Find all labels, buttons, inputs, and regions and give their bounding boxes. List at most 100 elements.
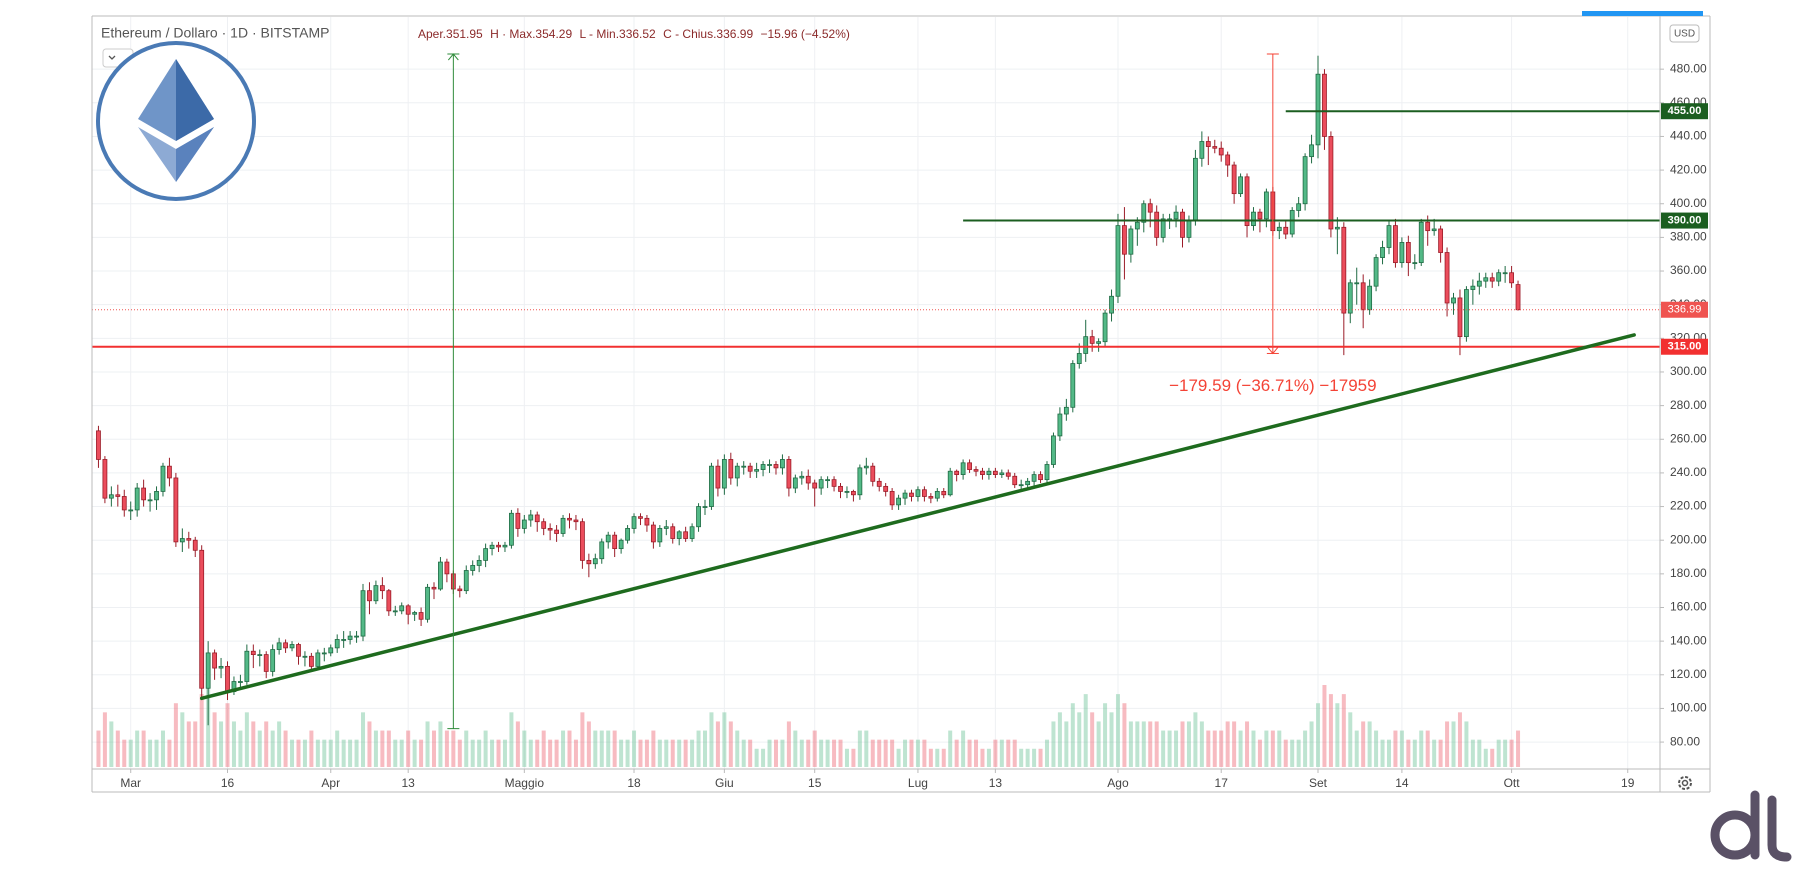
candle-body bbox=[554, 529, 559, 534]
candle-body bbox=[805, 475, 811, 484]
candle-body bbox=[1334, 226, 1340, 230]
x-tick-label: Set bbox=[1309, 776, 1328, 790]
volume-bar bbox=[1419, 730, 1424, 767]
volume-bar bbox=[857, 730, 862, 767]
close-value: 336.99 bbox=[716, 27, 753, 41]
volume-bar bbox=[1180, 721, 1185, 767]
open-label: Aper. bbox=[418, 27, 446, 41]
volume-bar bbox=[883, 739, 888, 767]
candle-body bbox=[1154, 211, 1160, 238]
volume-bar bbox=[1503, 739, 1508, 767]
candle-body bbox=[760, 464, 766, 470]
candle-body bbox=[780, 459, 785, 469]
candle-body bbox=[1089, 336, 1095, 344]
candle-body bbox=[483, 548, 489, 561]
candle-body bbox=[502, 544, 508, 548]
logo-top-right bbox=[176, 59, 214, 141]
volume-bar bbox=[825, 739, 830, 767]
candle-body bbox=[1115, 225, 1121, 297]
candle-body bbox=[625, 528, 630, 541]
candle-body bbox=[818, 479, 824, 489]
candle-body bbox=[1444, 252, 1450, 304]
x-tick-label: 18 bbox=[627, 776, 641, 790]
candle-body bbox=[521, 519, 527, 529]
candle-body bbox=[212, 652, 218, 669]
candle-body bbox=[1193, 157, 1198, 221]
candle-body bbox=[1263, 191, 1269, 220]
volume-bar bbox=[1509, 739, 1514, 767]
candle-body bbox=[509, 512, 514, 546]
candle-body bbox=[702, 506, 708, 508]
volume-bar bbox=[1374, 730, 1379, 767]
volume-bar bbox=[1083, 694, 1088, 767]
candle-body bbox=[154, 491, 159, 501]
volume-bar bbox=[754, 748, 759, 767]
candle-body bbox=[831, 479, 837, 487]
volume-bar bbox=[399, 739, 404, 767]
candle-body bbox=[605, 534, 611, 543]
candle-body bbox=[263, 654, 269, 672]
candle-body bbox=[1309, 144, 1314, 158]
candle-body bbox=[463, 570, 469, 592]
volume-bar bbox=[348, 739, 353, 767]
volume-bar bbox=[890, 739, 895, 767]
volume-bar bbox=[1070, 703, 1075, 767]
volume-bar bbox=[986, 748, 991, 767]
candle-body bbox=[1005, 472, 1011, 477]
volume-bar bbox=[1380, 739, 1385, 767]
volume-bar bbox=[186, 721, 191, 767]
volume-bar bbox=[212, 712, 217, 767]
candle-body bbox=[1218, 147, 1224, 156]
volume-bar bbox=[1006, 739, 1011, 767]
candle-body bbox=[1418, 221, 1424, 264]
volume-bar bbox=[477, 739, 482, 767]
candle-body bbox=[1160, 218, 1166, 238]
volume-bar bbox=[509, 712, 514, 767]
candle-body bbox=[1102, 312, 1108, 343]
volume-bar bbox=[96, 730, 101, 767]
candle-body bbox=[928, 496, 934, 499]
volume-bar bbox=[1393, 730, 1398, 767]
volume-bar bbox=[1044, 739, 1049, 767]
volume-bar bbox=[1206, 730, 1211, 767]
volume-bar bbox=[812, 730, 817, 767]
candle-body bbox=[618, 539, 624, 550]
candle-body bbox=[1070, 363, 1076, 408]
settings-icon[interactable] bbox=[1678, 776, 1692, 790]
candle-body bbox=[1212, 146, 1218, 149]
x-tick-label: 19 bbox=[1621, 776, 1635, 790]
candle-body bbox=[825, 479, 831, 482]
candle-body bbox=[179, 538, 185, 543]
candle-body bbox=[1044, 464, 1050, 481]
volume-bar bbox=[670, 739, 675, 767]
ohlc-legend: Aper.351.95 H · Max.354.29 L - Min.336.5… bbox=[418, 27, 850, 41]
candle-body bbox=[1515, 284, 1521, 311]
candle-body bbox=[425, 586, 430, 620]
candle-body bbox=[289, 644, 295, 649]
axes: USD 80.00 100.00 120.00 140.00 160.00 180.00 2… bbox=[91, 11, 1711, 793]
open-value: 351.95 bbox=[446, 27, 483, 41]
candle-body bbox=[147, 499, 153, 502]
candle-body bbox=[676, 531, 682, 539]
volume-bar bbox=[541, 730, 546, 767]
candle-body bbox=[1509, 272, 1514, 284]
volume-bar bbox=[451, 730, 456, 767]
volume-bar bbox=[1477, 739, 1482, 767]
candle-body bbox=[250, 650, 256, 656]
volume-pane bbox=[96, 685, 1521, 767]
volume-bar bbox=[1141, 721, 1146, 767]
volume-bar bbox=[967, 739, 972, 767]
volume-bar bbox=[1367, 721, 1372, 767]
volume-bar bbox=[1270, 730, 1275, 767]
low-value: 336.52 bbox=[619, 27, 656, 41]
volume-bar bbox=[1212, 730, 1217, 767]
volume-bar bbox=[315, 739, 320, 767]
currency-button[interactable] bbox=[1669, 24, 1700, 43]
volume-bar bbox=[974, 739, 979, 767]
volume-bar bbox=[141, 730, 146, 767]
volume-bar bbox=[419, 739, 424, 767]
candle-body bbox=[992, 470, 998, 475]
volume-bar bbox=[993, 739, 998, 767]
volume-bar bbox=[954, 739, 959, 767]
